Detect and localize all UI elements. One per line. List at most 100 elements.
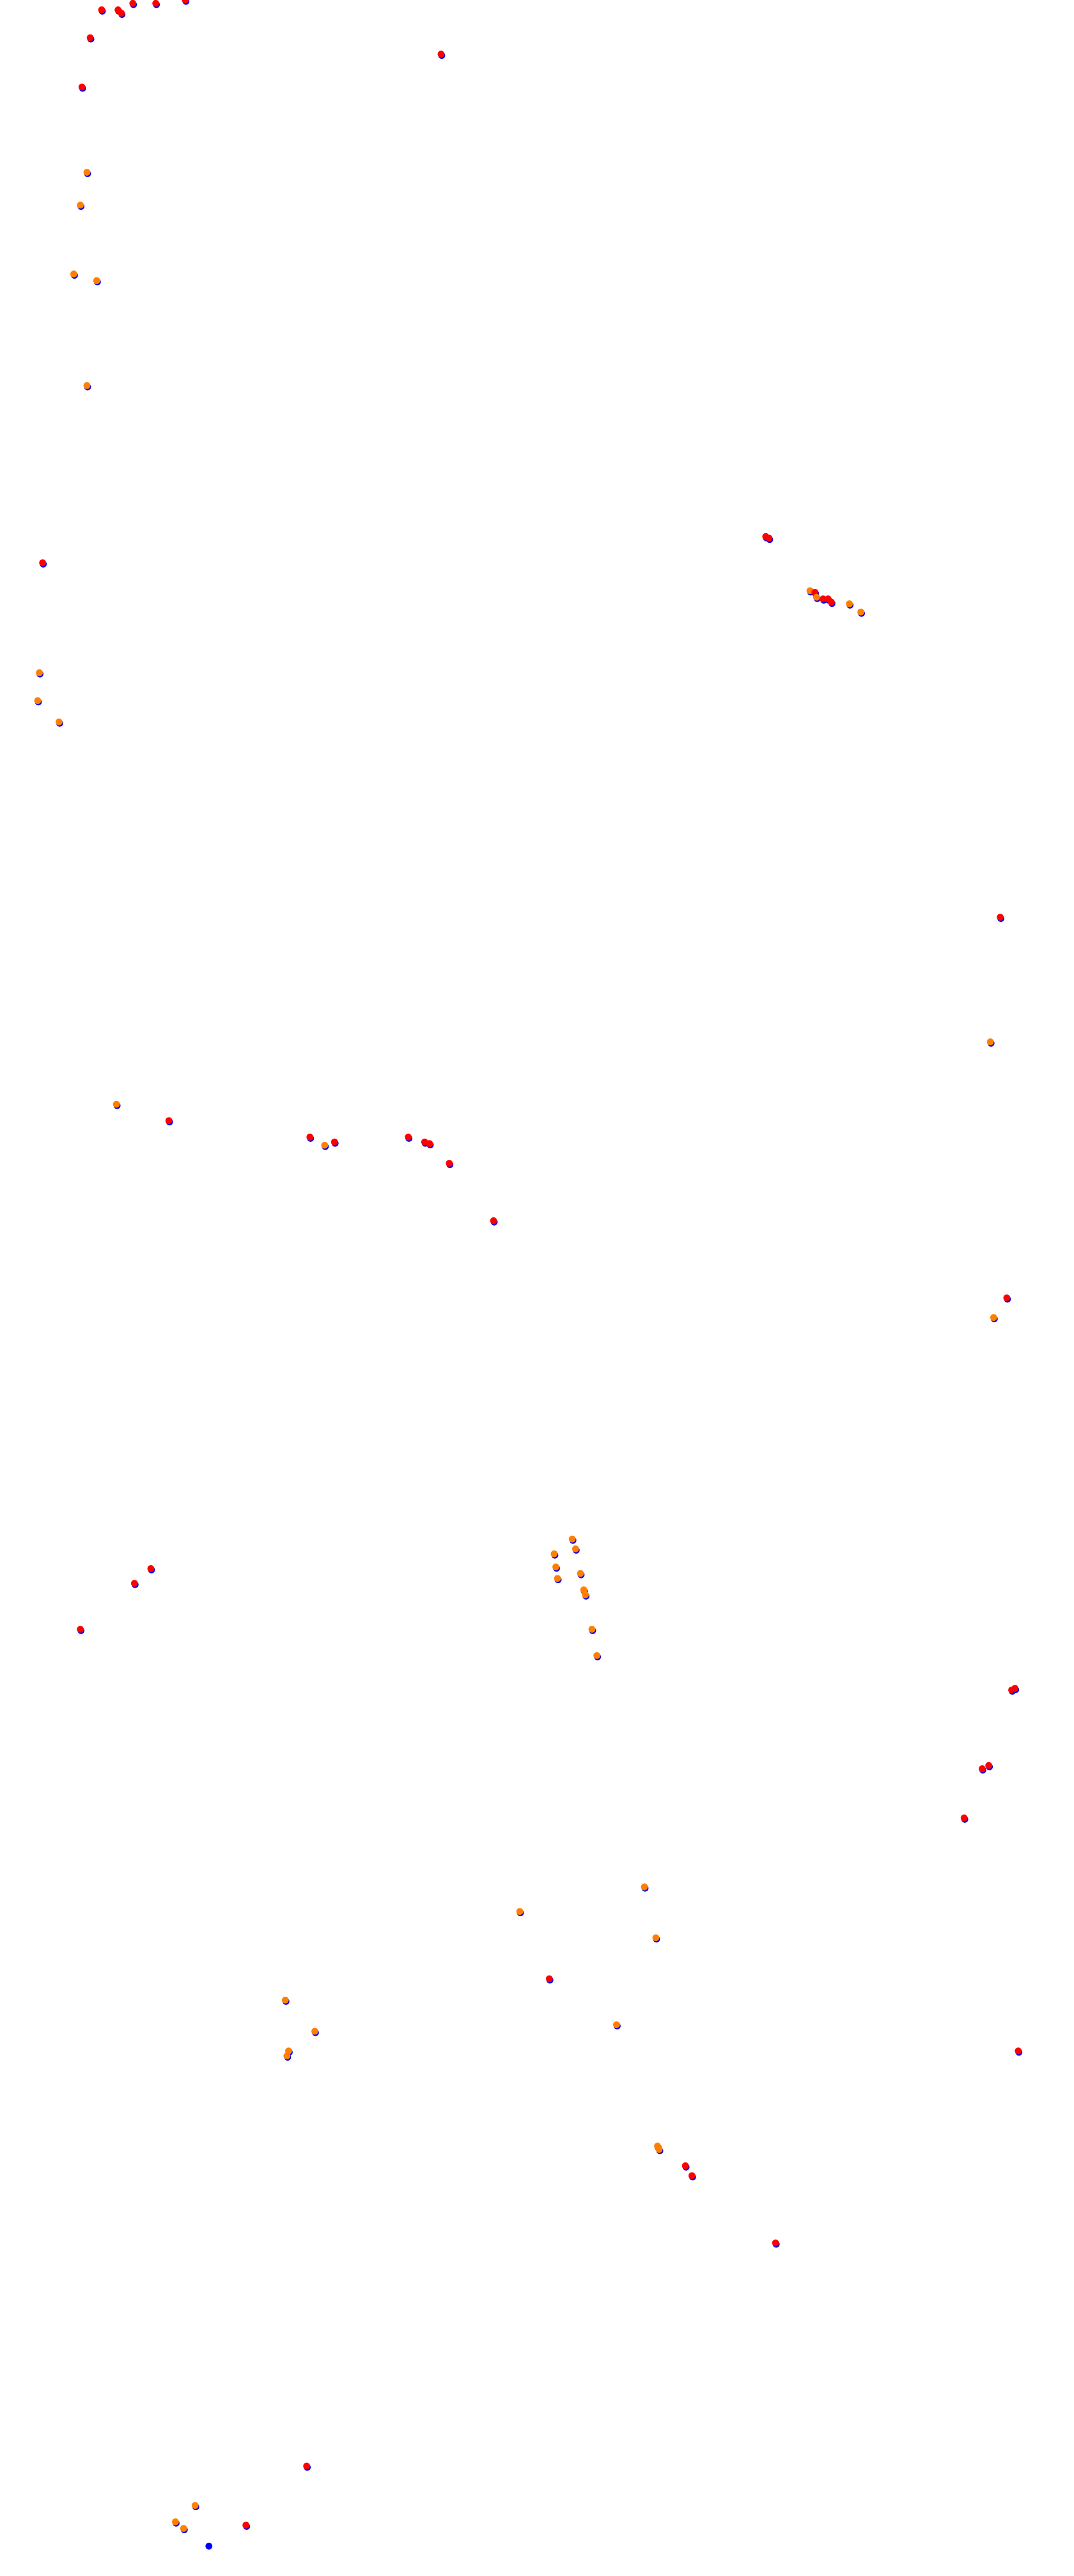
red-point-marker	[303, 2462, 311, 2470]
orange-point-marker	[70, 270, 77, 277]
red-point-marker	[129, 0, 137, 7]
scatter-point	[331, 1138, 339, 1147]
scatter-point	[1003, 1294, 1011, 1303]
orange-point-marker	[77, 201, 84, 209]
scatter-point	[437, 51, 446, 59]
scatter-point	[39, 559, 47, 568]
orange-point-marker	[550, 1550, 558, 1557]
scatter-point	[426, 1140, 434, 1149]
orange-point-marker	[568, 1535, 576, 1543]
orange-point-marker	[986, 1038, 994, 1045]
red-point-marker	[306, 1134, 314, 1141]
scatter-point	[283, 2052, 292, 2061]
scatter-point	[36, 669, 43, 678]
scatter-point	[306, 1134, 315, 1142]
orange-point-marker	[311, 2027, 318, 2035]
orange-point-marker	[641, 1883, 648, 1891]
red-point-marker	[39, 559, 47, 566]
orange-point-marker	[516, 1908, 524, 1916]
scatter-point	[55, 718, 63, 727]
scatter-point	[490, 1217, 498, 1226]
red-point-marker	[242, 2522, 250, 2529]
scatter-point	[516, 1908, 524, 1917]
red-point-marker	[147, 1565, 155, 1572]
orange-point-marker	[857, 608, 864, 616]
scatter-point	[191, 2502, 199, 2511]
scatter-point	[180, 2525, 188, 2534]
orange-point-marker	[321, 1141, 329, 1149]
scatter-point	[820, 595, 827, 604]
point-underlay-marker	[205, 2542, 213, 2550]
scatter-point	[765, 535, 774, 543]
orange-point-marker	[283, 2052, 291, 2059]
orange-point-marker	[813, 593, 820, 601]
scatter-point	[446, 1160, 454, 1168]
red-point-marker	[86, 34, 94, 42]
scatter-point	[205, 2542, 213, 2550]
red-point-marker	[118, 10, 125, 17]
scatter-point	[572, 1545, 580, 1554]
orange-point-marker	[83, 382, 91, 389]
orange-point-marker	[36, 669, 43, 676]
scatter-point	[772, 2239, 780, 2248]
red-point-marker	[182, 0, 189, 4]
scatter-point	[129, 0, 137, 8]
scatter-point	[978, 1765, 986, 1774]
scatter-point	[997, 914, 1004, 922]
red-point-marker	[681, 2162, 689, 2169]
orange-point-marker	[180, 2525, 187, 2532]
scatter-point	[130, 1580, 139, 1588]
orange-point-marker	[554, 1575, 561, 1582]
orange-point-marker	[552, 1563, 559, 1571]
orange-point-marker	[655, 2146, 663, 2153]
red-point-marker	[331, 1138, 338, 1146]
orange-point-marker	[281, 1996, 289, 2004]
scatter-point	[172, 2518, 180, 2527]
scatter-point	[582, 1591, 590, 1600]
scatter-point	[83, 382, 91, 391]
scatter-point	[655, 2146, 664, 2155]
scatter-point	[688, 2172, 696, 2181]
orange-point-marker	[588, 1625, 596, 1633]
red-point-marker	[426, 1140, 433, 1148]
scatter-point	[321, 1141, 329, 1150]
scatter-point	[281, 1996, 290, 2005]
orange-point-marker	[93, 277, 100, 285]
scatter-point	[147, 1565, 155, 1573]
scatter-point	[98, 6, 106, 15]
red-point-marker	[828, 598, 835, 606]
orange-point-marker	[582, 1591, 589, 1598]
scatter-point	[70, 270, 78, 279]
orange-point-marker	[577, 1570, 584, 1577]
red-point-marker	[765, 535, 773, 542]
scatter-point	[577, 1570, 585, 1579]
red-point-marker	[405, 1134, 412, 1141]
scatter-point	[86, 34, 95, 43]
red-point-marker	[1015, 2047, 1022, 2055]
orange-point-marker	[990, 1314, 997, 1322]
scatter-point	[113, 1100, 121, 1109]
scatter-point	[588, 1625, 596, 1634]
scatter-point	[303, 2462, 311, 2471]
scatter-point	[93, 277, 101, 286]
scatter-point	[34, 697, 42, 706]
scatter-point	[83, 169, 91, 177]
red-point-marker	[960, 1815, 968, 1822]
scatter-point	[960, 1815, 969, 1823]
orange-point-marker	[572, 1545, 579, 1552]
orange-point-marker	[846, 600, 853, 607]
scatter-point	[828, 598, 836, 607]
scatter-point	[985, 1761, 993, 1770]
red-point-marker	[820, 595, 827, 603]
scatter-point	[1015, 2047, 1023, 2056]
scatter-point	[311, 2027, 319, 2036]
orange-point-marker	[34, 697, 42, 705]
orange-point-marker	[113, 1100, 120, 1108]
scatter-point	[77, 1625, 85, 1634]
red-point-marker	[1011, 1685, 1019, 1692]
red-point-marker	[490, 1217, 497, 1224]
red-point-marker	[985, 1761, 993, 1769]
scatter-point	[813, 593, 821, 602]
scatter-point	[242, 2522, 251, 2530]
